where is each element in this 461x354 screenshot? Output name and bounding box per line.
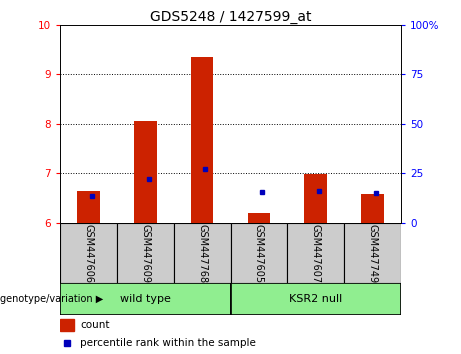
Text: GSM447609: GSM447609: [140, 224, 150, 282]
Bar: [344, 223, 401, 283]
Bar: [60, 319, 74, 331]
Bar: [248, 213, 270, 223]
Bar: [60, 223, 117, 283]
Bar: [77, 191, 100, 223]
Title: GDS5248 / 1427599_at: GDS5248 / 1427599_at: [150, 10, 311, 24]
Bar: [230, 223, 287, 283]
Bar: [361, 194, 384, 223]
Text: percentile rank within the sample: percentile rank within the sample: [80, 338, 256, 348]
Bar: [117, 223, 174, 283]
Bar: [287, 223, 344, 283]
Text: wild type: wild type: [120, 294, 171, 304]
Text: GSM447605: GSM447605: [254, 223, 264, 283]
Bar: [134, 121, 157, 223]
Text: genotype/variation ▶: genotype/variation ▶: [0, 294, 104, 304]
Bar: [191, 57, 213, 223]
Bar: [304, 175, 327, 223]
Bar: [174, 223, 230, 283]
Text: GSM447749: GSM447749: [367, 223, 378, 283]
Text: count: count: [80, 320, 110, 330]
Bar: [230, 283, 401, 315]
Text: GSM447607: GSM447607: [311, 223, 321, 283]
Text: GSM447768: GSM447768: [197, 223, 207, 283]
Text: KSR2 null: KSR2 null: [289, 294, 343, 304]
Bar: [60, 283, 230, 315]
Text: GSM447606: GSM447606: [83, 224, 94, 282]
